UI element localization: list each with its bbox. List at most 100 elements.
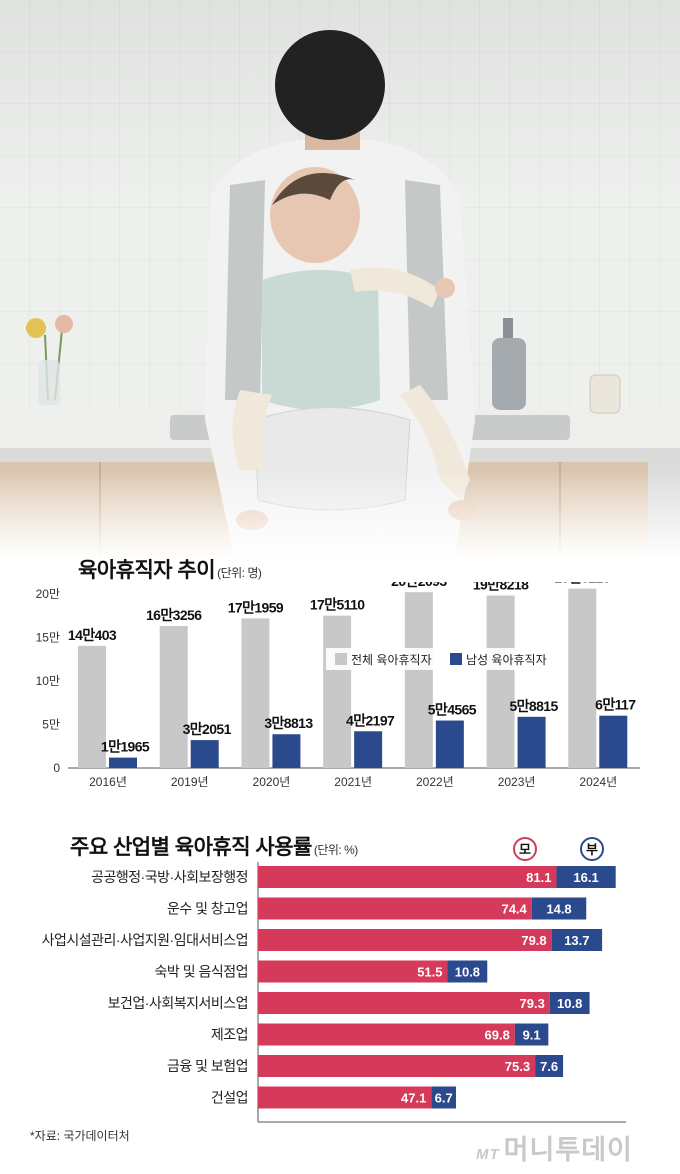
total-leave-value-label: 17만5110 [310,597,365,613]
header-photo [0,0,680,560]
category-label: 건설업 [211,1090,248,1106]
male-leave-bar [354,731,383,768]
legend-label: 부 [586,842,598,857]
male-leave-bar [435,720,464,768]
x-tick-label: 2022년 [416,775,454,789]
chart1-unit: (단위: 명) [217,566,262,580]
x-tick-label: 2023년 [498,775,536,789]
x-tick-label: 2016년 [89,775,127,789]
mother-value-label: 79.8 [521,933,546,948]
mother-bar [258,992,550,1014]
male-leave-bar [109,757,137,768]
chart1-title: 육아휴직자 추이 (단위: 명) [78,554,262,584]
father-value-label: 16.1 [573,870,598,885]
father-bar [447,960,488,983]
total-leave-bar [486,595,515,768]
father-bar [556,866,616,888]
chart1-title-text: 육아휴직자 추이 [78,559,216,582]
mother-value-label: 75.3 [505,1059,530,1074]
chart2-title-text: 주요 산업별 육아휴직 사용률 [70,836,312,859]
total-leave-value-label: 17만1959 [228,599,284,615]
legend-circle [580,837,604,861]
father-bar [535,1055,564,1077]
total-leave-value-label: 20만6226 [555,582,611,586]
legend-label: 남성 육아휴직자 [466,653,547,667]
mother-bar [258,929,552,951]
male-leave-value-label: 5만8815 [509,698,558,714]
legend-circle [513,837,537,861]
father-bar [431,1086,456,1109]
mother-bar [258,1055,536,1077]
male-leave-bar [272,734,301,768]
father-bar [514,1023,549,1046]
mother-bar [258,866,557,888]
total-leave-value-label: 14만403 [68,627,117,643]
male-leave-value-label: 1만1965 [101,739,150,755]
category-label: 숙박 및 음식점업 [155,964,248,980]
mother-bar [258,960,448,983]
x-tick-label: 2019년 [171,775,209,789]
father-value-label: 10.8 [455,965,480,980]
mother-value-label: 47.1 [401,1091,426,1106]
total-leave-value-label: 20만2093 [391,582,447,589]
legend-label: 모 [519,842,531,857]
total-leave-bar [78,645,106,768]
legend-swatch [335,653,347,665]
logo-text: 머니투데이 [503,1135,633,1165]
total-leave-bar [241,618,270,768]
category-label: 공공행정·국방·사회보장행정 [91,869,248,885]
leave-trend-bar-chart: 0 5만 10만 15만 20만 14만403 1만1965 2016년 16만3256 3만20… [36,582,640,789]
male-leave-value-label: 6만117 [595,697,636,713]
x-tick-label: 2020년 [253,775,291,789]
total-leave-bar [568,588,597,768]
category-label: 보건업·사회복지서비스업 [108,995,248,1011]
legend-swatch [450,653,462,665]
male-leave-bar [599,715,628,768]
chart2-unit: (단위: %) [313,843,358,857]
father-value-label: 13.7 [564,933,589,948]
mother-value-label: 79.3 [520,996,545,1011]
y-tick-label: 15만 [36,631,60,645]
male-leave-value-label: 4만2197 [346,712,395,728]
logo-prefix: MT [476,1146,500,1163]
total-leave-bar [159,625,188,768]
male-leave-value-label: 3만2051 [183,721,232,737]
category-label: 제조업 [211,1027,248,1043]
total-leave-value-label: 19만8218 [473,582,529,593]
x-tick-label: 2021년 [334,775,372,789]
mother-value-label: 69.8 [485,1028,510,1043]
male-leave-bar [190,740,219,768]
mother-bar [258,1023,515,1046]
legend-box [326,648,568,670]
father-value-label: 6.7 [435,1091,453,1106]
category-label: 사업시설관리·사업지원·임대서비스업 [42,932,248,948]
male-leave-value-label: 3만8813 [264,715,313,731]
legend-label: 전체 육아휴직자 [351,653,432,667]
y-tick-label: 20만 [36,587,60,601]
mother-value-label: 74.4 [501,902,527,917]
chart2-title: 주요 산업별 육아휴직 사용률 (단위: %) [70,831,358,861]
male-leave-value-label: 5만4565 [428,702,477,718]
total-leave-value-label: 16만3256 [146,607,202,623]
x-tick-label: 2024년 [579,775,617,789]
total-leave-bar [323,615,352,768]
source-note: *자료: 국가데이터처 [30,1129,130,1143]
father-bar [549,992,590,1014]
category-label: 운수 및 창고업 [167,901,248,917]
y-tick-label: 0 [53,761,60,775]
y-tick-label: 5만 [42,718,60,732]
father-value-label: 10.8 [557,996,582,1011]
mother-bar [258,1086,432,1109]
father-bar [551,929,603,951]
father-value-label: 9.1 [523,1028,541,1043]
publisher-logo: MT 머니투데이 [476,1128,633,1167]
mother-value-label: 51.5 [417,965,442,980]
male-leave-bar [517,716,546,768]
category-label: 금융 및 보험업 [167,1058,248,1074]
total-leave-bar [404,592,433,768]
father-value-label: 14.8 [546,902,571,917]
mother-value-label: 81.1 [526,870,551,885]
mother-bar [258,897,532,920]
y-tick-label: 10만 [36,674,60,688]
